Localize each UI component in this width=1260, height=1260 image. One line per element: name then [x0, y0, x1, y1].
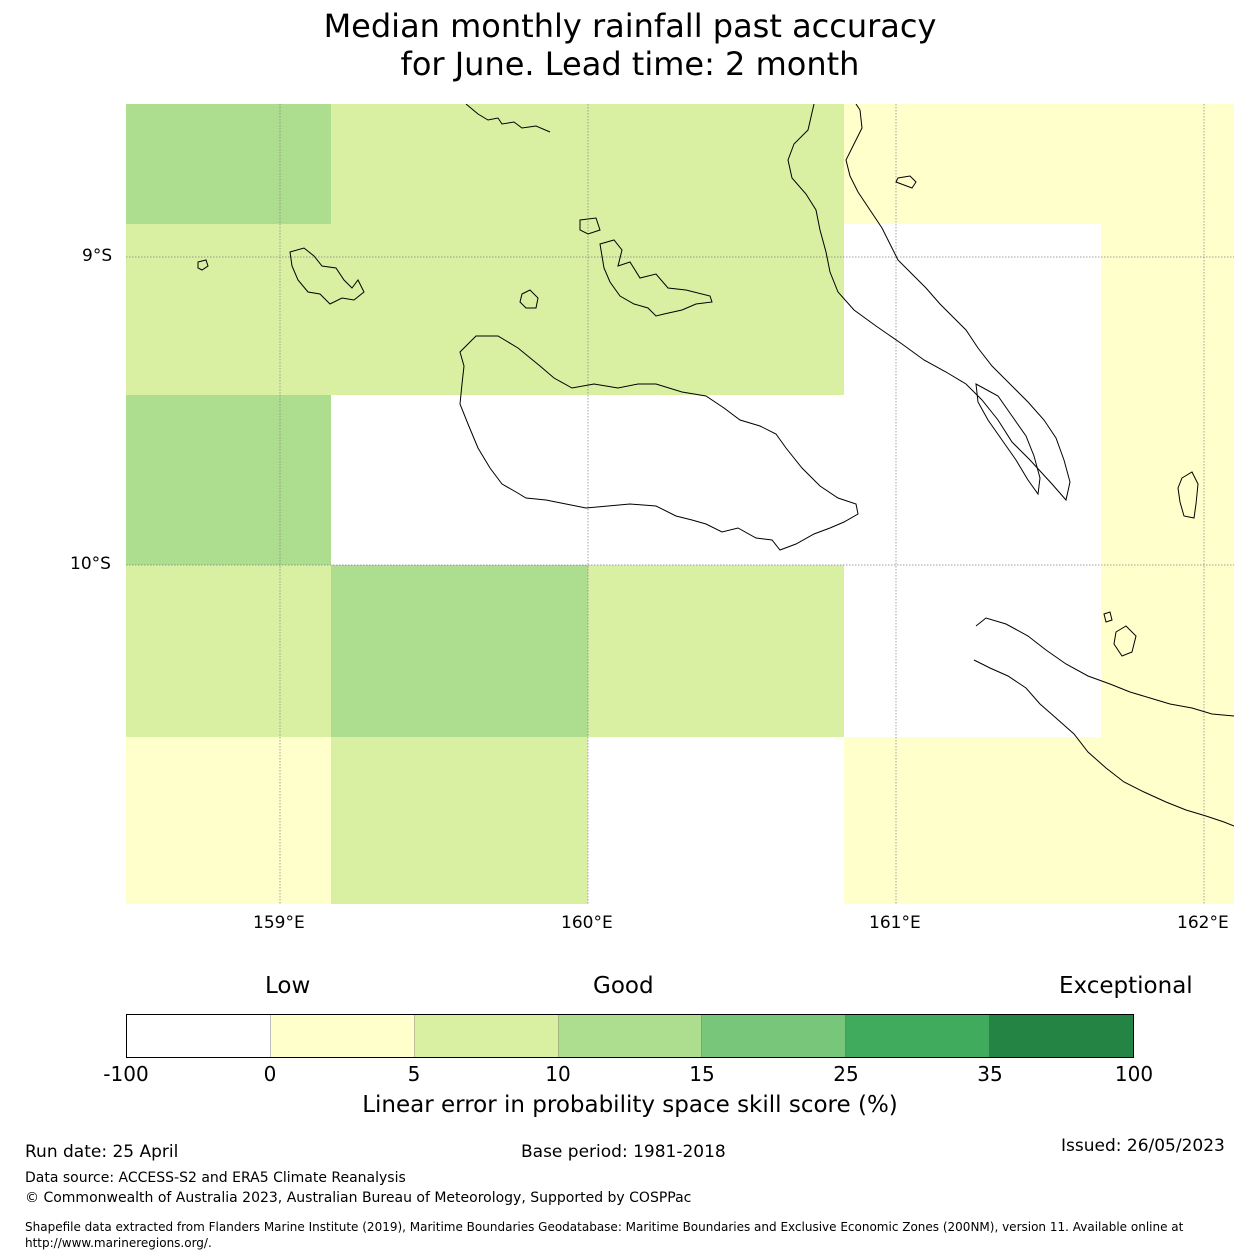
skill-grid-cell [588, 224, 844, 395]
lon-label-159e: 159°E [253, 913, 305, 933]
skill-grid-cell [331, 104, 588, 224]
makira-south-coastline [973, 659, 1234, 827]
colorbar-tick: -100 [103, 1062, 149, 1086]
savo-island-coastline [519, 289, 539, 309]
skill-grid-cell [588, 395, 844, 565]
nggela-islands-coastline [599, 239, 713, 317]
skill-grid-cell [588, 737, 844, 904]
skill-grid-cell [331, 224, 588, 395]
malaita-coastline [787, 104, 1071, 502]
lon-label-161e: 161°E [869, 913, 921, 933]
lon-label-162e: 162°E [1177, 913, 1229, 933]
colorbar-tick: 25 [833, 1062, 859, 1086]
skill-grid-cell [588, 104, 844, 224]
data-source: Data source: ACCESS-S2 and ERA5 Climate … [25, 1170, 406, 1186]
copyright: © Commonwealth of Australia 2023, Austra… [25, 1190, 692, 1206]
makira-coastline [975, 617, 1234, 717]
nggela-islet-coastline [579, 217, 601, 235]
colorbar-segment [702, 1015, 847, 1057]
colorbar-tick: 0 [263, 1062, 277, 1086]
skill-grid-cell [331, 737, 588, 904]
skill-grid-cell [844, 104, 1101, 224]
skill-grid-cell [126, 104, 331, 224]
map-title-line2: for June. Lead time: 2 month [400, 45, 860, 83]
malaita-inner-coastline [895, 175, 917, 189]
colorbar-tick: 35 [977, 1062, 1003, 1086]
skill-grid-cell [844, 565, 1101, 737]
colorbar-segment [127, 1015, 271, 1057]
colorbar-tick: 10 [545, 1062, 571, 1086]
ulawa-island-coastline [1113, 625, 1137, 657]
skill-grid-cell [1101, 104, 1234, 224]
shapefile-credit-line2: http://www.marineregions.org/. [25, 1236, 212, 1250]
skill-grid-cells [126, 104, 1234, 904]
skill-grid-cell [588, 565, 844, 737]
lat-label-10s: 10°S [70, 554, 111, 574]
skill-grid-cell [1101, 224, 1234, 395]
colorbar [126, 1014, 1134, 1058]
run-date: Run date: 25 April [25, 1142, 179, 1162]
colorbar-label-exceptional: Exceptional [1059, 973, 1193, 999]
skill-grid-cell [126, 737, 331, 904]
russell-islands-coastline [289, 247, 365, 305]
issued-date: Issued: 26/05/2023 [1061, 1136, 1225, 1156]
russell-islet-coastline [197, 259, 209, 271]
colorbar-segment [414, 1015, 559, 1057]
base-period: Base period: 1981-2018 [521, 1142, 726, 1162]
colorbar-segment [270, 1015, 415, 1057]
colorbar-tick: 100 [1114, 1062, 1154, 1086]
shapefile-credit-line1: Shapefile data extracted from Flanders M… [25, 1220, 1184, 1234]
lat-label-9s: 9°S [82, 246, 113, 266]
skill-grid-cell [1101, 565, 1234, 737]
graticule [126, 104, 1234, 904]
guadalcanal-coastline [459, 335, 859, 551]
skill-grid-cell [126, 565, 331, 737]
skill-map [126, 104, 1234, 904]
map-title-line1: Median monthly rainfall past accuracy [323, 7, 937, 45]
santa-ana-islet-coastline [1103, 611, 1113, 623]
skill-grid-cell [1101, 395, 1234, 565]
skill-grid-cell [844, 224, 1101, 395]
colorbar-axis-label: Linear error in probability space skill … [362, 1092, 898, 1118]
skill-grid-cell [331, 565, 588, 737]
florida-north-coastline [465, 104, 551, 133]
skill-grid-cell [844, 395, 1101, 565]
colorbar-segment [558, 1015, 703, 1057]
skill-grid-cell [126, 395, 331, 565]
colorbar-label-good: Good [593, 973, 654, 999]
small-malaita-coastline [975, 383, 1041, 496]
skill-grid-cell [331, 395, 588, 565]
colorbar-segment [990, 1015, 1134, 1057]
coastlines [197, 104, 1234, 827]
skill-grid-cell [844, 737, 1101, 904]
skill-grid-cell [126, 224, 331, 395]
colorbar-segment [846, 1015, 991, 1057]
lon-label-160e: 160°E [561, 913, 613, 933]
colorbar-tick: 15 [689, 1062, 715, 1086]
colorbar-tick: 5 [407, 1062, 421, 1086]
colorbar-label-low: Low [265, 973, 311, 999]
skill-grid-cell [1101, 737, 1234, 904]
sikaiana-islet-coastline [1177, 471, 1199, 519]
